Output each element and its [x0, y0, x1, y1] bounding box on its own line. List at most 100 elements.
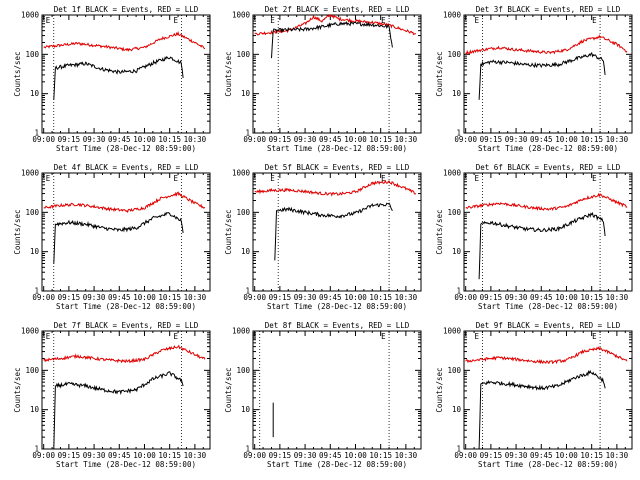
x-tick-label: 09:30	[294, 293, 317, 302]
series-lld-line	[465, 346, 628, 365]
x-tick-label: 09:45	[319, 451, 342, 460]
y-tick-label: 1000	[443, 169, 462, 178]
x-tick-label: 09:30	[505, 451, 528, 460]
x-tick-label: 09:00	[454, 135, 477, 144]
y-tick-label: 100	[25, 50, 39, 59]
marker-label: E	[381, 174, 386, 183]
marker-label: E	[46, 16, 51, 25]
marker-label: E	[381, 332, 386, 341]
x-tick-label: 09:45	[530, 293, 553, 302]
panel-det-8f: Det 8f BLACK = Events, RED = LLD 1 10 100 10…	[224, 321, 422, 469]
y-tick-label: 1000	[232, 327, 251, 336]
x-tick-label: 09:15	[269, 293, 292, 302]
x-tick-label: 09:00	[454, 451, 477, 460]
panel-title: Det 6f BLACK = Events, RED = LLD	[476, 163, 621, 172]
x-tick-label: 09:15	[269, 451, 292, 460]
x-tick-label: 10:15	[369, 293, 392, 302]
plot-frame	[463, 172, 633, 292]
y-axis-label: Counts/sec	[13, 51, 22, 96]
x-tick-label: 09:30	[505, 293, 528, 302]
marker-label: E	[270, 16, 275, 25]
y-tick-label: 1	[34, 129, 39, 138]
y-axis-label: Counts/sec	[224, 209, 233, 254]
x-tick-label: 10:15	[158, 135, 181, 144]
y-tick-label: 1000	[21, 11, 40, 20]
x-tick-label: 10:00	[133, 451, 156, 460]
x-tick-label: 09:00	[243, 293, 266, 302]
series-events-line	[271, 20, 393, 59]
x-tick-label: 09:30	[83, 135, 106, 144]
marker-label: E	[173, 16, 178, 25]
x-tick-label: 09:15	[58, 451, 81, 460]
y-tick-label: 100	[25, 366, 39, 375]
x-tick-label: 10:15	[158, 293, 181, 302]
x-tick-label: 09:45	[530, 135, 553, 144]
series-lld-line	[465, 192, 628, 212]
x-tick-label: 09:00	[32, 293, 55, 302]
plot-frame	[41, 14, 211, 134]
panel-det-4f: Det 4f BLACK = Events, RED = LLD 1 10 100 10…	[13, 163, 211, 311]
marker-label: E	[381, 16, 386, 25]
marker-label: E	[592, 16, 597, 25]
y-axis-label: Counts/sec	[435, 367, 444, 412]
y-tick-label: 1000	[232, 169, 251, 178]
x-axis-label: Start Time (28-Dec-12 08:59:00)	[267, 302, 407, 311]
y-tick-label: 100	[447, 208, 461, 217]
x-tick-label: 09:15	[58, 135, 81, 144]
y-tick-label: 10	[30, 89, 40, 98]
x-tick-label: 09:45	[530, 451, 553, 460]
y-tick-label: 1000	[21, 327, 40, 336]
series-events-line	[478, 52, 606, 100]
y-axis-label: Counts/sec	[435, 51, 444, 96]
plot-frame	[252, 14, 422, 134]
y-tick-label: 100	[236, 208, 250, 217]
x-tick-label: 09:15	[58, 293, 81, 302]
marker-label: E	[252, 332, 257, 341]
y-axis-label: Counts/sec	[435, 209, 444, 254]
x-tick-label: 10:15	[580, 451, 603, 460]
x-tick-label: 10:30	[395, 293, 418, 302]
marker-label: E	[474, 16, 479, 25]
panel-title: Det 3f BLACK = Events, RED = LLD	[476, 5, 621, 14]
y-tick-label: 100	[236, 366, 250, 375]
panel-title: Det 7f BLACK = Events, RED = LLD	[54, 321, 199, 330]
x-tick-label: 09:15	[480, 451, 503, 460]
y-tick-label: 10	[30, 247, 40, 256]
x-tick-label: 10:00	[555, 135, 578, 144]
y-axis-label: Counts/sec	[224, 367, 233, 412]
plot-frame	[252, 172, 422, 292]
x-axis-label: Start Time (28-Dec-12 08:59:00)	[56, 144, 196, 153]
panel-title: Det 9f BLACK = Events, RED = LLD	[476, 321, 621, 330]
plot-frame	[252, 330, 422, 450]
x-tick-label: 09:15	[480, 293, 503, 302]
x-tick-label: 09:30	[83, 293, 106, 302]
x-axis-label: Start Time (28-Dec-12 08:59:00)	[56, 460, 196, 469]
panel-title: Det 8f BLACK = Events, RED = LLD	[265, 321, 410, 330]
y-tick-label: 1	[34, 287, 39, 296]
series-lld-line	[43, 344, 206, 364]
x-axis-label: Start Time (28-Dec-12 08:59:00)	[478, 144, 618, 153]
y-tick-label: 1	[245, 129, 250, 138]
x-tick-label: 10:15	[369, 135, 392, 144]
x-tick-label: 09:00	[243, 135, 266, 144]
x-tick-label: 10:30	[606, 293, 629, 302]
y-tick-label: 1	[245, 445, 250, 454]
series-events-line	[274, 202, 393, 261]
panel-title: Det 1f BLACK = Events, RED = LLD	[54, 5, 199, 14]
series-lld-line	[465, 34, 628, 56]
x-tick-label: 09:30	[83, 451, 106, 460]
x-tick-label: 10:15	[580, 293, 603, 302]
y-tick-label: 1	[456, 445, 461, 454]
series-lld-line	[254, 179, 417, 197]
series-lld-line	[43, 191, 206, 214]
x-tick-label: 09:00	[32, 451, 55, 460]
y-tick-label: 100	[236, 50, 250, 59]
x-tick-label: 10:00	[344, 135, 367, 144]
marker-label: E	[270, 174, 275, 183]
y-tick-label: 10	[452, 405, 462, 414]
series-events-line	[53, 212, 184, 264]
y-axis-label: Counts/sec	[224, 51, 233, 96]
y-tick-label: 1	[245, 287, 250, 296]
marker-label: E	[474, 174, 479, 183]
